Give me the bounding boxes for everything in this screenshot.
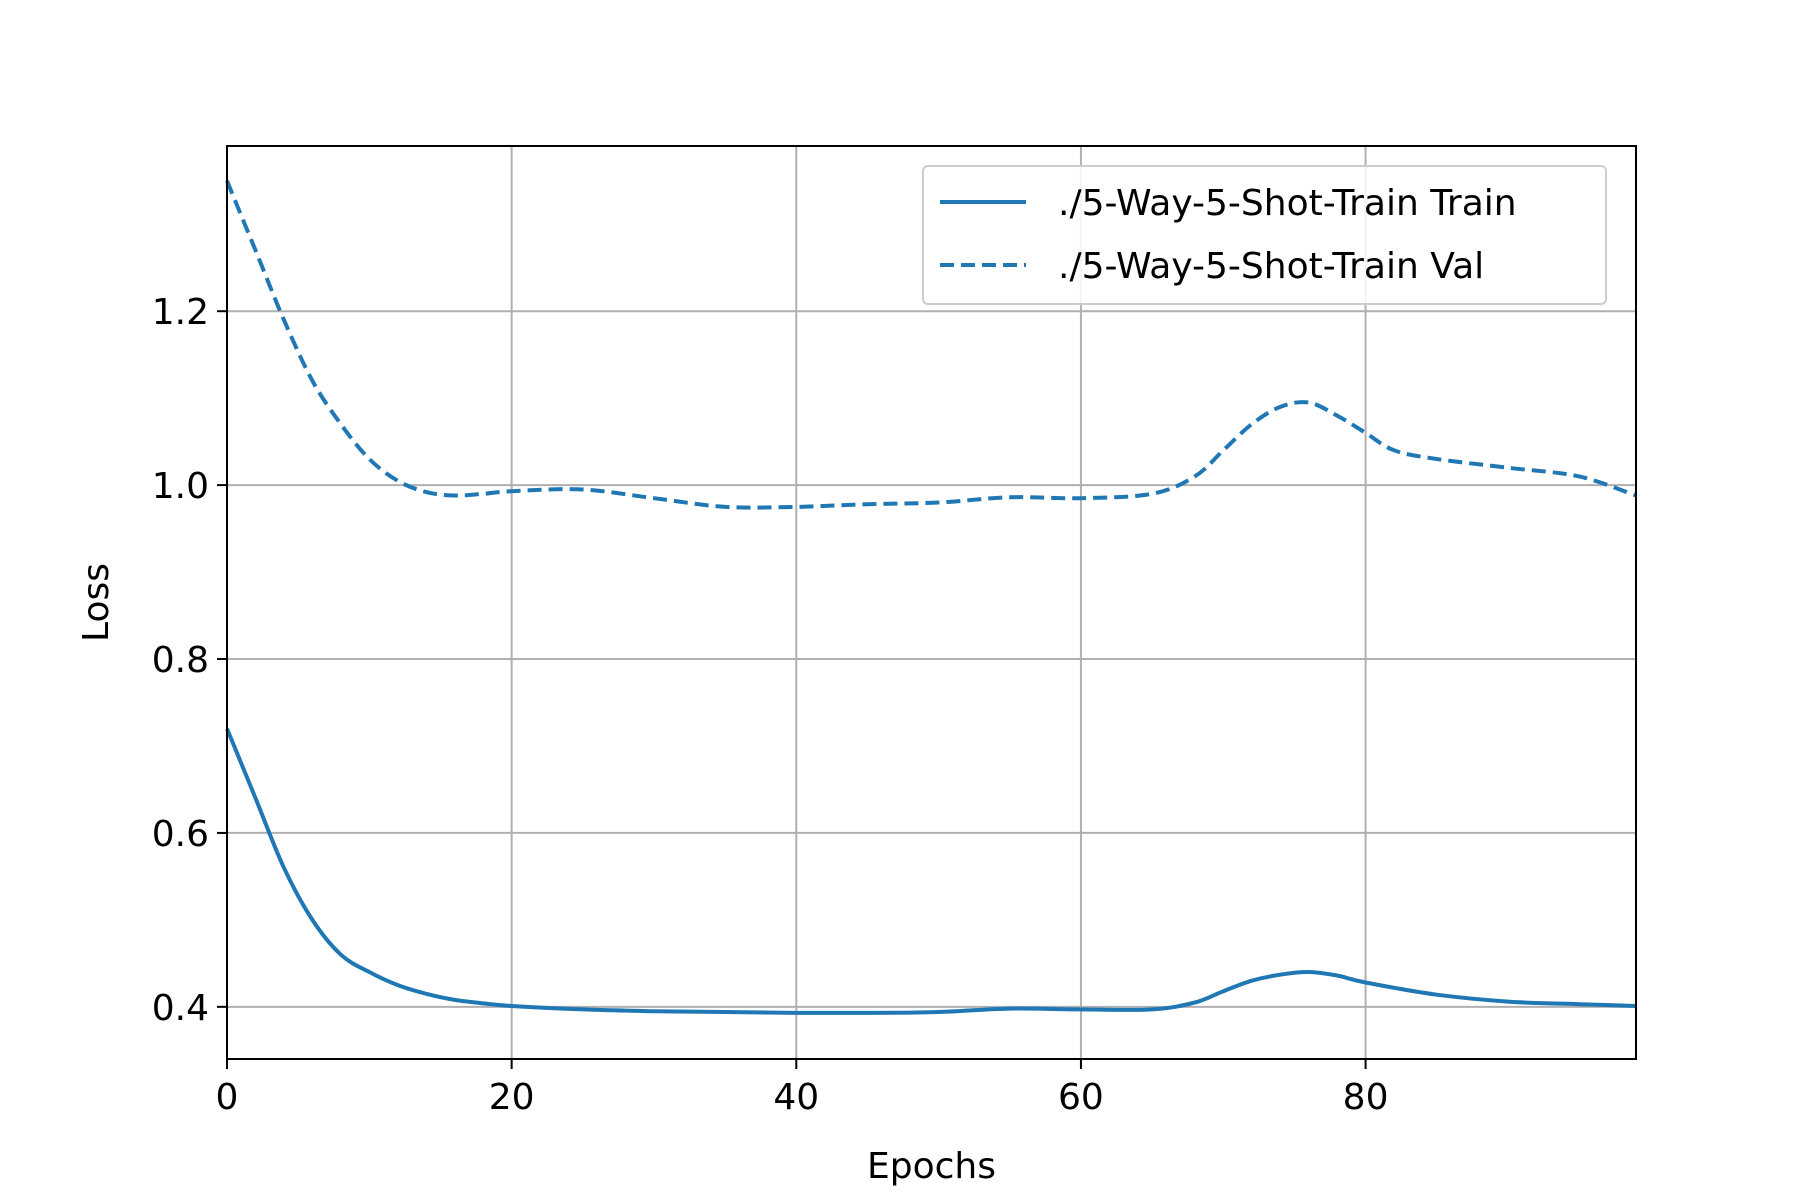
x-tick-label: 40 xyxy=(773,1077,819,1118)
y-tick-label: 1.0 xyxy=(152,466,209,507)
ticks: 0 20 40 60 80 0.4 0.6 0.8 1.0 1.2 xyxy=(152,292,1389,1118)
y-tick-label: 0.4 xyxy=(152,988,209,1029)
grid xyxy=(226,146,1636,1059)
legend: ./5-Way-5-Shot-Train Train ./5-Way-5-Shot… xyxy=(922,165,1607,305)
x-tick-label: 60 xyxy=(1058,1077,1104,1118)
plot-frame xyxy=(226,145,1637,1060)
legend-box xyxy=(922,165,1607,305)
val-loss-line xyxy=(225,180,1637,510)
legend-label: ./5-Way-5-Shot-Train Val xyxy=(1058,246,1484,287)
x-tick-label: 80 xyxy=(1343,1077,1389,1118)
x-tick-label: 0 xyxy=(216,1077,239,1118)
y-tick-label: 0.6 xyxy=(152,814,209,855)
y-tick-label: 1.2 xyxy=(152,292,209,333)
series-lines xyxy=(225,180,1637,1016)
legend-label: ./5-Way-5-Shot-Train Train xyxy=(1058,183,1517,224)
x-axis-label: Epochs xyxy=(867,1146,996,1187)
y-axis-label: Loss xyxy=(76,563,117,642)
y-tick-label: 0.8 xyxy=(152,640,209,681)
train-loss-line xyxy=(225,727,1637,1016)
x-tick-label: 20 xyxy=(489,1077,535,1118)
